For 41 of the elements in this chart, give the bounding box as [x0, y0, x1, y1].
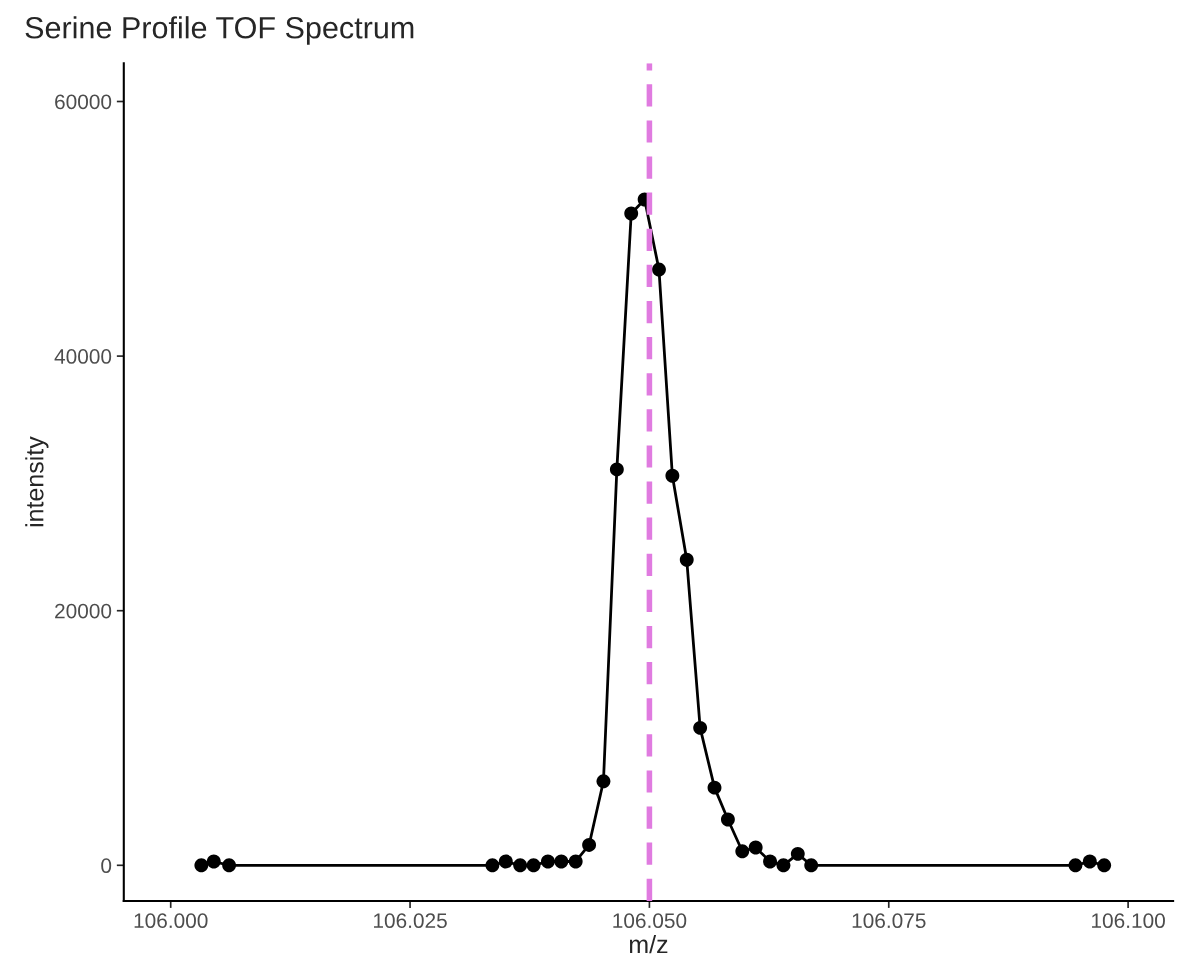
point — [652, 262, 666, 277]
point — [707, 780, 722, 795]
point — [609, 462, 624, 477]
point — [1097, 858, 1112, 873]
point — [554, 854, 569, 869]
x-axis-title: m/z — [629, 934, 668, 954]
point — [679, 552, 694, 567]
point — [526, 858, 541, 873]
y-tick-label: 0 — [101, 858, 112, 874]
point — [485, 858, 500, 873]
point — [194, 858, 209, 873]
y-tick-label: 20000 — [55, 603, 112, 619]
x-tick-label: 106.075 — [852, 913, 926, 929]
point — [720, 812, 735, 827]
y-tick-label: 60000 — [55, 94, 112, 110]
point — [498, 854, 513, 869]
x-tick-label: 106.000 — [134, 913, 208, 929]
x-tick-label: 106.100 — [1092, 913, 1165, 929]
point — [776, 858, 791, 873]
y-axis-title: intensity — [25, 436, 49, 527]
point — [222, 858, 237, 873]
chart-title: Serine Profile TOF Spectrum — [25, 16, 414, 45]
point — [693, 720, 708, 735]
y-tick-label: 40000 — [54, 349, 112, 364]
point — [763, 854, 777, 869]
point — [206, 854, 221, 869]
point — [1082, 854, 1097, 869]
point — [804, 858, 819, 873]
point — [568, 854, 583, 869]
x-tick-label: 106.050 — [613, 913, 687, 929]
point — [665, 468, 680, 483]
point — [596, 774, 611, 789]
point — [540, 854, 555, 869]
point — [748, 840, 763, 855]
point — [1068, 858, 1083, 873]
point — [513, 858, 528, 873]
point — [582, 837, 597, 852]
point — [735, 844, 750, 859]
point — [790, 846, 805, 861]
x-tick-label: 106.025 — [374, 913, 447, 929]
point — [624, 206, 639, 221]
